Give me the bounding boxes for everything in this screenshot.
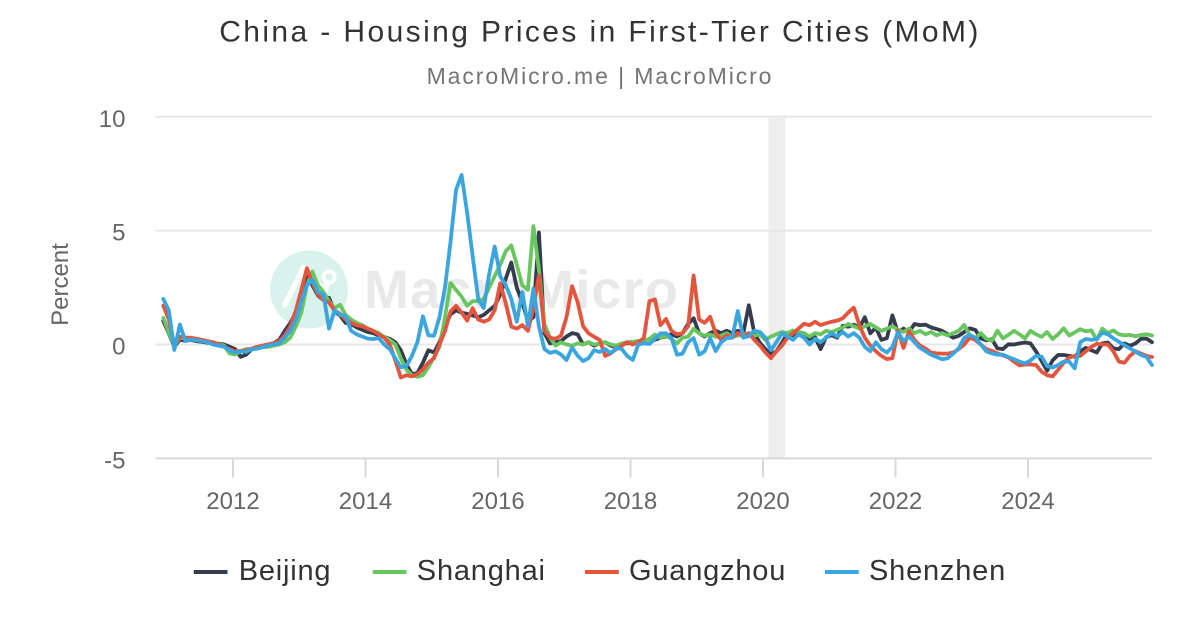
svg-text:2016: 2016	[471, 488, 524, 515]
svg-text:0: 0	[112, 334, 125, 361]
svg-text:2018: 2018	[604, 488, 657, 515]
svg-text:5: 5	[112, 220, 125, 247]
svg-text:2022: 2022	[869, 488, 922, 515]
svg-text:MacroMicro.me | MacroMicro: MacroMicro.me | MacroMicro	[427, 63, 774, 89]
svg-text:MacroMicro: MacroMicro	[364, 260, 679, 320]
svg-text:Shanghai: Shanghai	[417, 555, 546, 587]
svg-text:China - Housing Prices in Firs: China - Housing Prices in First-Tier Cit…	[219, 16, 981, 49]
svg-text:2014: 2014	[339, 488, 392, 515]
svg-text:Percent: Percent	[47, 243, 74, 326]
svg-text:Beijing: Beijing	[239, 555, 332, 587]
svg-text:Shenzhen: Shenzhen	[869, 555, 1006, 587]
svg-text:-5: -5	[104, 447, 125, 474]
svg-text:10: 10	[99, 106, 126, 133]
svg-text:Guangzhou: Guangzhou	[629, 555, 786, 587]
svg-text:2024: 2024	[1001, 488, 1054, 515]
svg-text:2020: 2020	[736, 488, 789, 515]
svg-text:2012: 2012	[206, 488, 259, 515]
